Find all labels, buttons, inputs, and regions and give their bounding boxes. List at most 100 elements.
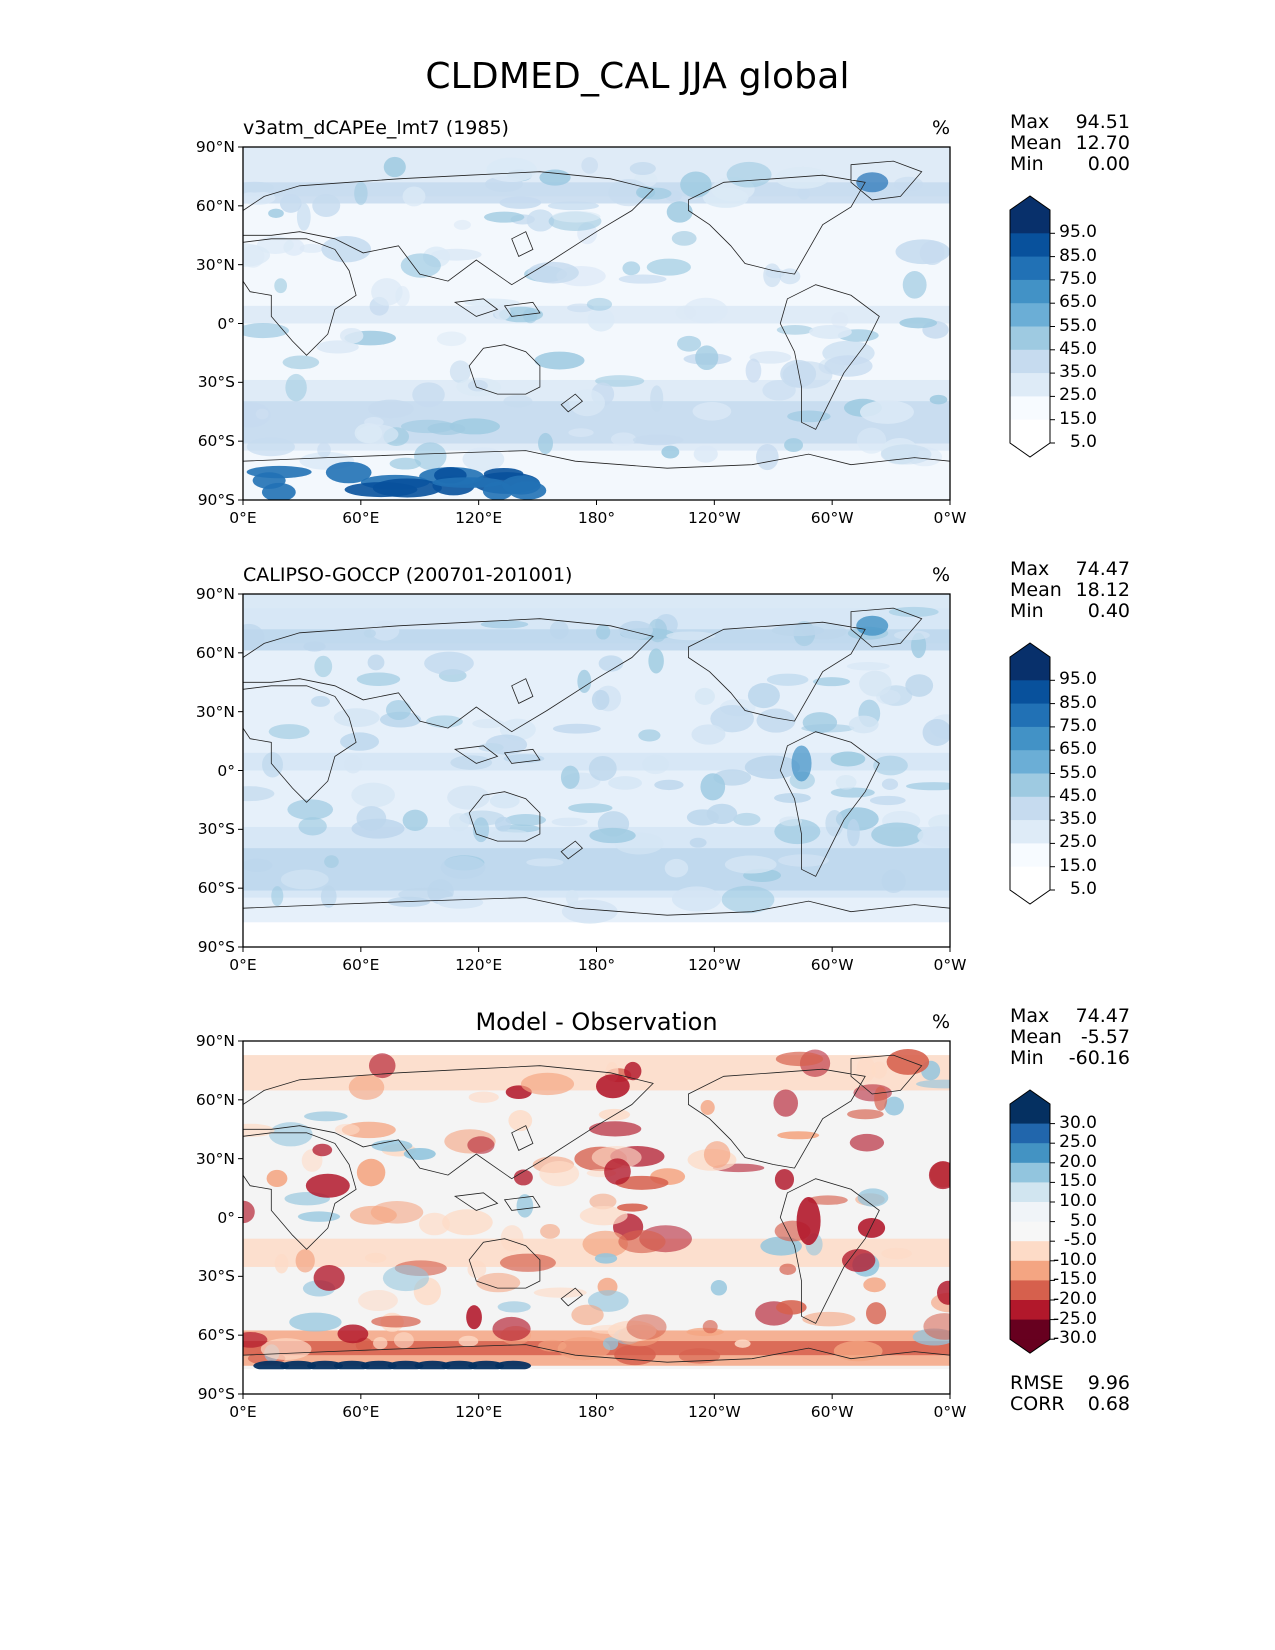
field-contour [629, 162, 656, 176]
field-contour [508, 1110, 533, 1132]
colorbar-extend-max [1010, 196, 1050, 210]
units-label: % [931, 564, 950, 586]
field-contour [579, 1206, 628, 1226]
y-tick-label: 30°N [195, 702, 235, 721]
field-contour [393, 1332, 414, 1349]
field-contour [314, 655, 333, 678]
x-tick-label: 0°E [229, 509, 257, 527]
field-contour [596, 624, 611, 640]
field-contour [874, 1086, 888, 1111]
field-contour [450, 755, 493, 770]
field-contour [395, 285, 410, 307]
field-contour [253, 1360, 290, 1371]
colorbar-segment [1010, 279, 1050, 304]
field-contour [476, 1272, 521, 1293]
map-axes [238, 146, 951, 505]
field-contour [402, 809, 428, 831]
colorbar-label: -30.0 [1053, 1328, 1097, 1349]
colorbar-label: 85.0 [1059, 692, 1097, 713]
field-contour [468, 1360, 505, 1371]
field-contour [333, 708, 380, 728]
stat-value: 74.47 [1075, 1005, 1130, 1027]
field-contour [917, 826, 950, 848]
field-contour [560, 765, 580, 789]
field-contour [863, 1277, 886, 1293]
field-contour [280, 1360, 317, 1371]
field-contour [626, 1314, 667, 1340]
field-contour [490, 829, 530, 840]
field-contour [568, 803, 613, 813]
field-contour [905, 674, 934, 697]
field-contour [316, 340, 359, 354]
x-tick-label: 60°E [342, 509, 380, 527]
field-contour [776, 325, 814, 335]
field-contour [841, 1248, 876, 1272]
colorbar-segment [1010, 773, 1050, 798]
field-contour [700, 1099, 715, 1116]
stat-label: Min [1010, 600, 1044, 622]
field-contour [884, 1096, 904, 1116]
field-contour [424, 651, 474, 675]
y-tick-label: 60°S [197, 432, 235, 451]
colorbar-label: 5.0 [1069, 1210, 1097, 1231]
y-tick-label: 0° [217, 761, 235, 780]
x-tick-label: 120°E [455, 509, 503, 527]
colorbar-label: -20.0 [1053, 1289, 1097, 1309]
colorbar-extend-max [1010, 1090, 1050, 1104]
colorbar-extend-min [1010, 443, 1050, 457]
field-contour [734, 1339, 751, 1348]
field-contour [677, 335, 702, 352]
field-contour [577, 669, 592, 694]
field-contour [923, 1313, 950, 1340]
field-contour [763, 263, 782, 288]
field-contour [598, 655, 624, 672]
field-contour [589, 1193, 617, 1210]
field-contour [881, 1247, 912, 1260]
field-contour [557, 1337, 611, 1361]
field-contour [779, 268, 801, 285]
stat-value: 94.51 [1075, 111, 1130, 133]
x-tick-label: 60°W [810, 509, 854, 527]
colorbar-label: 15.0 [1059, 1171, 1097, 1192]
colorbar-segment [1010, 1104, 1050, 1125]
field-contour [721, 885, 775, 914]
colorbar-label: 15.0 [1059, 855, 1097, 876]
field-contour [402, 186, 426, 207]
colorbar-segment [1010, 1280, 1050, 1301]
field-contour [320, 885, 337, 908]
colorbar-label: 25.0 [1059, 832, 1097, 853]
field-contour [246, 437, 295, 457]
colorbar-segment [1010, 1143, 1050, 1164]
y-tick-label: 60°N [195, 1090, 235, 1109]
x-tick-label: 0°W [933, 956, 967, 974]
field-contour [929, 394, 948, 405]
field-contour [856, 615, 889, 636]
field-contour [299, 243, 324, 253]
field-contour [453, 219, 471, 230]
field-contour [271, 886, 284, 906]
field-contour [312, 193, 341, 218]
field-contour [856, 427, 887, 454]
colorbar-extend-min [1010, 890, 1050, 904]
field-contour [773, 1089, 799, 1117]
y-tick-label: 0° [217, 1208, 235, 1227]
colorbar-label: -25.0 [1053, 1308, 1097, 1329]
field-contour [494, 303, 511, 321]
coastlines [243, 1054, 950, 1394]
x-tick-label: 180° [577, 509, 616, 527]
field-contour [710, 704, 754, 733]
field-contour [243, 786, 275, 802]
field-contour [303, 641, 326, 652]
field-contour [368, 1053, 396, 1079]
field-contour [848, 715, 879, 734]
field-contour [400, 253, 441, 278]
panel-title: Model - Observation [475, 1008, 718, 1036]
field-contour [880, 444, 932, 465]
field-contour [403, 1147, 436, 1160]
field-contour [638, 729, 661, 742]
field-contour [243, 623, 265, 651]
field-contour [802, 712, 838, 734]
stat-value: 74.47 [1075, 558, 1130, 580]
field-contour [664, 858, 689, 878]
